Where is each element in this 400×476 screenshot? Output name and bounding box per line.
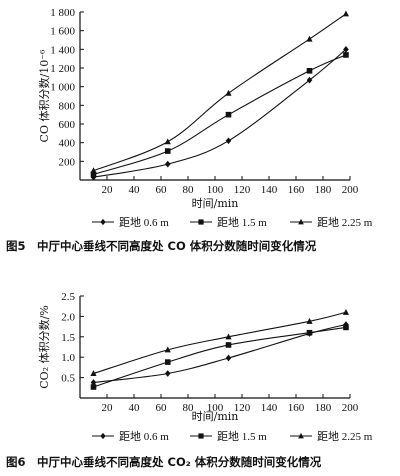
data-point <box>342 10 350 17</box>
x-tick-label: 40 <box>129 402 141 414</box>
legend-label: 距地 2.25 m <box>317 430 373 443</box>
y-tick-label: 1.0 <box>61 352 75 364</box>
x-tick-label: 60 <box>156 402 168 414</box>
data-point <box>164 346 171 353</box>
x-tick-label: 120 <box>234 184 251 196</box>
y-tick-label: 1 800 <box>50 7 75 19</box>
data-point <box>343 321 349 328</box>
co-chart: 20 40 60 80 100 120 140 160 180 200 200 400 600 800 1 … <box>6 7 373 253</box>
legend-label: 距地 1.5 m <box>217 216 267 229</box>
y-tick-label: 2.5 <box>61 291 75 303</box>
data-point <box>90 171 97 178</box>
figure-caption: 图5 中厅中心垂线不同高度处 CO 体积分数随时间变化情况 <box>6 239 317 253</box>
data-point <box>306 68 313 74</box>
data-point <box>90 379 97 386</box>
data-point <box>342 308 350 315</box>
y-tick-label: 1 600 <box>50 26 75 38</box>
y-tick-label: 600 <box>59 119 76 131</box>
data-point <box>164 160 171 168</box>
data-point <box>343 324 349 331</box>
data-point <box>90 370 97 377</box>
x-tick-label: 20 <box>102 184 114 196</box>
x-tick-label: 200 <box>342 402 359 414</box>
data-point <box>225 342 232 348</box>
y-axis-title: CO 体积分数/10⁻⁶ <box>37 49 51 142</box>
data-point <box>306 35 313 42</box>
x-tick-label: 80 <box>183 184 195 196</box>
legend-swatch-marker <box>298 432 304 439</box>
x-tick-label: 100 <box>207 402 224 414</box>
legend-label: 距地 0.6 m <box>119 430 169 443</box>
data-point <box>306 317 313 324</box>
x-tick-label: 180 <box>315 402 332 414</box>
series-line <box>93 13 347 172</box>
legend-swatch-marker <box>198 219 204 225</box>
x-tick-label: 40 <box>129 184 141 196</box>
y-axis-title: CO₂ 体积分数/% <box>37 305 51 389</box>
x-tick-label: 60 <box>156 184 168 196</box>
x-tick-label: 100 <box>207 184 224 196</box>
y-tick-label: 1 000 <box>50 82 75 94</box>
data-point <box>225 137 232 145</box>
y-tick-label: 200 <box>59 156 76 168</box>
y-tick-label: 800 <box>59 100 76 112</box>
legend-swatch-marker <box>298 218 304 225</box>
x-tick-label: 200 <box>342 184 359 196</box>
y-tick-label: 1.5 <box>61 332 75 344</box>
y-tick-label: 400 <box>59 138 76 150</box>
data-point <box>225 354 232 362</box>
x-tick-label: 80 <box>183 402 195 414</box>
legend-label: 距地 1.5 m <box>217 430 267 443</box>
data-point <box>164 138 171 145</box>
data-point <box>306 329 313 336</box>
co2-chart: 20 40 60 80 100 120 140 160 180 200 0.5 1.0 1.5 2.0 2.… <box>6 291 373 469</box>
x-tick-label: 160 <box>288 184 305 196</box>
legend-label: 距地 2.25 m <box>317 216 373 229</box>
x-tick-label: 160 <box>288 402 305 414</box>
x-tick-label: 140 <box>261 402 278 414</box>
data-point <box>225 111 232 118</box>
x-tick-label: 20 <box>102 402 114 414</box>
x-tick-label: 180 <box>315 184 332 196</box>
data-point <box>306 76 313 84</box>
data-point <box>164 359 171 365</box>
x-tick-label: 120 <box>234 402 251 414</box>
legend-label: 距地 0.6 m <box>119 216 169 229</box>
data-point <box>164 370 171 377</box>
data-point <box>225 333 232 340</box>
x-tick-label: 140 <box>261 184 278 196</box>
data-point <box>90 167 97 174</box>
data-point <box>225 89 232 96</box>
data-point <box>343 52 349 58</box>
legend-swatch-marker <box>198 433 204 439</box>
legend-swatch-marker <box>100 218 106 226</box>
x-axis-title: 时间/min <box>192 197 239 210</box>
data-point <box>90 384 97 390</box>
y-tick-label: 0.5 <box>61 373 75 385</box>
data-point <box>343 45 349 53</box>
y-tick-label: 1 200 <box>50 63 75 75</box>
y-tick-label: 2.0 <box>61 311 75 323</box>
data-point <box>164 148 171 154</box>
x-axis-title: 时间/min <box>192 410 239 423</box>
legend-swatch-marker <box>100 432 106 440</box>
figure-caption: 图6 中厅中心垂线不同高度处 CO₂ 体积分数随时间变化情况 <box>6 455 322 469</box>
y-tick-label: 1 400 <box>50 44 75 56</box>
